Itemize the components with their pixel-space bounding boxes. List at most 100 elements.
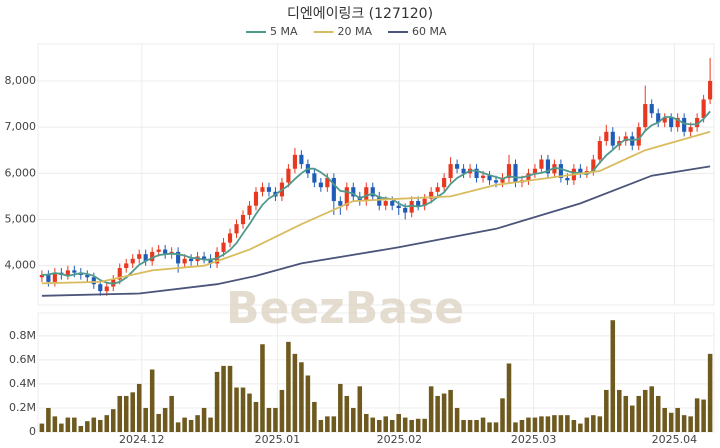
legend-label: 5 MA xyxy=(270,25,298,38)
candle-body xyxy=(656,113,661,123)
candle-body xyxy=(117,268,122,280)
volume-bar xyxy=(65,417,71,432)
candle-body xyxy=(403,207,408,213)
volume-bar xyxy=(545,416,551,432)
volume-bar xyxy=(655,395,661,432)
volume-bar xyxy=(143,407,148,432)
volume-bar xyxy=(123,395,129,432)
candle-body xyxy=(208,258,213,264)
x-tick-label: 2024.12 xyxy=(119,433,165,446)
candle-body xyxy=(532,168,538,174)
y-tick-label: 4,000 xyxy=(5,259,37,272)
volume-bar xyxy=(286,341,291,432)
candle-body xyxy=(630,136,635,146)
candle-body xyxy=(662,117,667,123)
candle-body xyxy=(636,127,641,146)
y-tick-label: 0.8M xyxy=(9,329,36,342)
volume-bar xyxy=(707,353,713,432)
candle-body xyxy=(474,168,479,178)
volume-bar xyxy=(441,393,447,432)
candle-body xyxy=(409,201,414,213)
volume-bar xyxy=(221,365,226,432)
candle-body xyxy=(448,164,453,178)
candle-body xyxy=(669,117,674,128)
candle-body xyxy=(189,258,194,262)
candle-body xyxy=(202,256,207,259)
volume-bar xyxy=(629,405,635,432)
volume-bar xyxy=(318,419,324,432)
volume-bar xyxy=(584,417,590,432)
ma-line xyxy=(41,130,711,285)
candle-body xyxy=(176,251,181,264)
y-tick-label: 0 xyxy=(29,425,36,438)
volume-bar xyxy=(402,417,408,432)
ma-line xyxy=(41,165,711,297)
volume-bar xyxy=(240,387,246,432)
volume-bar xyxy=(487,422,492,432)
volume-bar xyxy=(162,407,168,432)
candle-body xyxy=(610,131,615,146)
candle-body xyxy=(286,168,291,183)
candle-body xyxy=(688,127,693,132)
candle-body xyxy=(682,117,687,132)
y-tick-label: 0.2M xyxy=(9,401,36,414)
candle-body xyxy=(558,164,563,178)
volume-bar xyxy=(701,399,706,432)
volume-bar xyxy=(422,418,427,432)
volume-bar xyxy=(39,423,45,432)
candle-body xyxy=(85,274,90,278)
volume-bar xyxy=(331,416,337,432)
volume-bar xyxy=(357,386,363,432)
volume-bar xyxy=(448,389,453,432)
candle-body xyxy=(604,131,609,142)
volume-bar xyxy=(617,389,622,432)
volume-bar xyxy=(467,419,473,432)
volume-bar xyxy=(389,419,395,432)
volume-bar xyxy=(649,386,654,432)
volume-bar xyxy=(506,363,512,432)
volume-bar xyxy=(46,407,51,432)
candle-body xyxy=(52,272,57,282)
volume-bar xyxy=(474,419,479,432)
volume-bar xyxy=(59,423,64,432)
candle-body xyxy=(429,191,434,199)
y-tick-label: 0.6M xyxy=(9,353,36,366)
candle-body xyxy=(422,198,427,206)
candle-body xyxy=(461,168,466,174)
candle-body xyxy=(266,187,272,192)
candle-body xyxy=(234,224,239,234)
candle-body xyxy=(708,80,713,100)
candle-body xyxy=(591,159,596,172)
volume-bar xyxy=(351,407,356,432)
volume-bar xyxy=(305,375,311,432)
volume-bar xyxy=(642,389,648,432)
volume-bar xyxy=(370,417,376,432)
volume-bar xyxy=(668,412,674,432)
volume-bar xyxy=(260,344,265,432)
volume-bar xyxy=(299,362,304,432)
candle-body xyxy=(292,154,297,169)
volume-bar xyxy=(428,386,434,432)
volume-bar xyxy=(325,416,330,432)
candle-body xyxy=(318,182,323,188)
volume-bar xyxy=(214,371,220,432)
y-tick-label: 5,000 xyxy=(5,213,37,226)
volume-bar xyxy=(91,417,97,432)
volume-bar xyxy=(662,407,667,432)
y-tick-label: 7,000 xyxy=(5,120,37,133)
volume-bar xyxy=(688,416,693,432)
volume-bar xyxy=(409,419,414,432)
volume-bar xyxy=(130,392,135,432)
ma-line xyxy=(41,110,711,285)
legend-label: 60 MA xyxy=(412,25,447,38)
x-tick-label: 2025.01 xyxy=(255,433,301,446)
candle-body xyxy=(182,258,187,264)
candle-body xyxy=(513,164,518,183)
candle-body xyxy=(227,233,233,243)
candle-body xyxy=(506,164,512,178)
volume-bar xyxy=(136,383,142,432)
volume-bar xyxy=(169,395,174,432)
volume-bar xyxy=(292,353,298,432)
x-tick-label: 2025.03 xyxy=(511,433,557,446)
